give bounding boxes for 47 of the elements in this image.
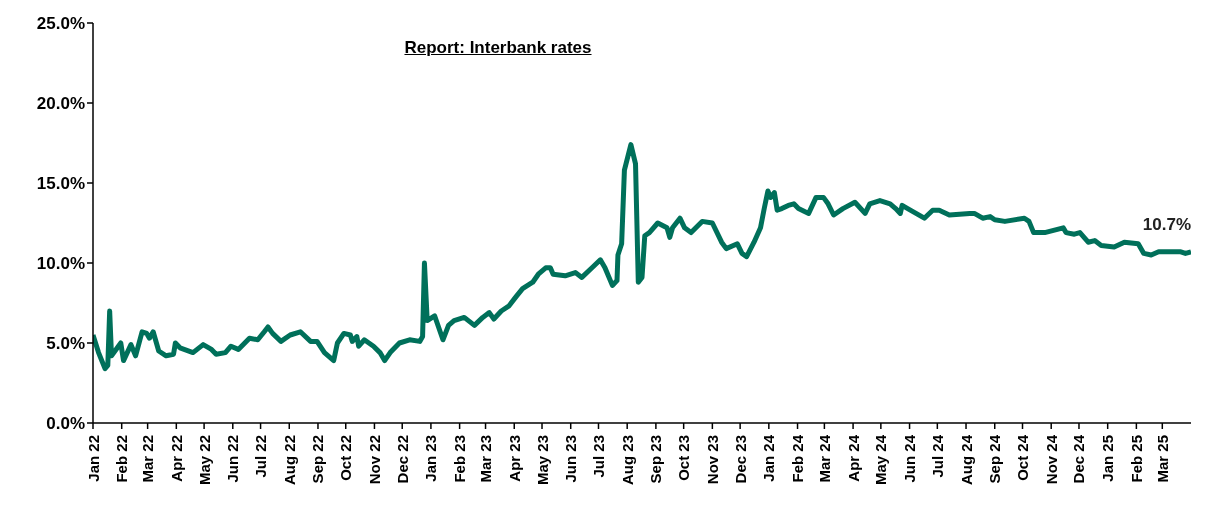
- x-tick-label: Nov 24: [1042, 434, 1060, 485]
- x-tick-label: Jul 24: [928, 434, 946, 478]
- x-tick-label: Sep 24: [986, 434, 1004, 484]
- x-tick-label: Aug 23: [618, 435, 636, 486]
- x-tick-label: Aug 22: [280, 435, 298, 486]
- x-tick-label: May 22: [195, 435, 213, 486]
- x-tick-label: Feb 22: [113, 435, 131, 483]
- x-tick-label: Mar 23: [477, 435, 495, 483]
- x-tick-label: Oct 24: [1014, 434, 1031, 481]
- x-tick-label: Sep 22: [309, 435, 327, 484]
- text: Report: Interbank rates: [403, 38, 593, 58]
- x-tick-label: Jan 23: [422, 435, 440, 482]
- x-tick-label: Jul 23: [589, 435, 607, 478]
- x-tick-label: Oct 23: [675, 435, 693, 481]
- x-tick-label: Jan 25: [1099, 435, 1117, 482]
- x-tick-label: Jun 24: [901, 434, 919, 483]
- y-tick-label: 5.0%: [46, 334, 85, 354]
- x-tick-label: Mar 24: [815, 434, 833, 483]
- x-tick-label: Sep 23: [647, 435, 665, 484]
- x-tick-label: Apr 23: [505, 435, 523, 482]
- x-tick-label: Apr 24: [844, 434, 862, 482]
- x-tick-label: Jan 22: [84, 435, 102, 482]
- x-tick-label: May 24: [872, 434, 890, 486]
- x-tick-label: Mar 22: [139, 435, 157, 483]
- x-tick-label: Aug 24: [957, 434, 975, 486]
- x-tick-label: Jun 22: [224, 435, 242, 483]
- x-tick-label: Jun 23: [562, 435, 580, 483]
- x-tick-label: Apr 22: [167, 435, 185, 482]
- y-tick-label: 15.0%: [36, 174, 85, 194]
- y-tick-label: 25.0%: [36, 14, 85, 34]
- x-tick-label: Jan 24: [760, 434, 778, 482]
- x-tick-label: Jul 22: [252, 435, 270, 478]
- x-tick-label: Feb 24: [789, 434, 807, 483]
- x-tick-label: Dec 22: [393, 435, 411, 484]
- annotation: 10.7%: [1142, 214, 1191, 234]
- x-tick-label: Nov 22: [365, 435, 383, 485]
- x-tick-label: May 23: [533, 435, 551, 486]
- x-tick-label: Mar 25: [1153, 435, 1171, 483]
- y-tick-label: 10.0%: [36, 254, 85, 274]
- y-tick-label: 0.0%: [46, 414, 85, 434]
- x-tick-label: Dec 23: [731, 435, 749, 484]
- x-tick-label: Feb 25: [1127, 435, 1145, 483]
- y-tick-label: 20.0%: [36, 94, 85, 114]
- x-tick-label: Oct 22: [337, 435, 355, 481]
- x-tick-label: Dec 24: [1070, 434, 1088, 484]
- x-tick-label: Nov 23: [703, 435, 721, 485]
- x-tick-label: Feb 23: [451, 435, 469, 483]
